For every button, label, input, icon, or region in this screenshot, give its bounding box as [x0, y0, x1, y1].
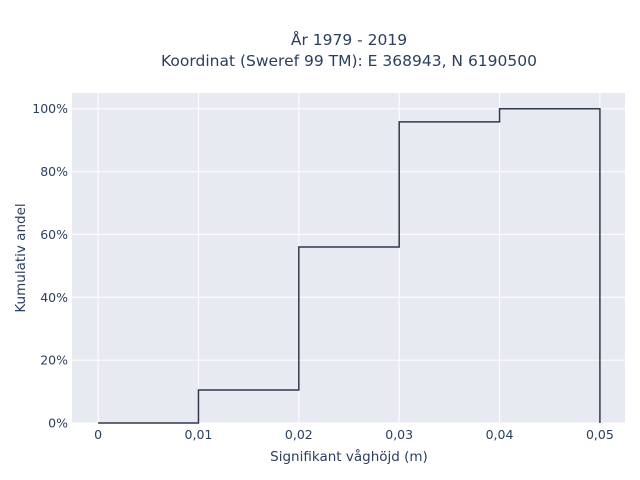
x-tick-label: 0,03: [385, 427, 413, 442]
chart-subtitle: Koordinat (Sweref 99 TM): E 368943, N 61…: [161, 52, 537, 70]
plot-area: [72, 93, 625, 423]
x-tick-label: 0: [94, 427, 102, 442]
x-tick-label: 0,04: [486, 427, 514, 442]
chart-title: År 1979 - 2019: [291, 30, 407, 49]
y-tick-label: 80%: [40, 164, 68, 179]
y-axis-ticks: 0% 20% 40% 60% 80% 100%: [32, 101, 68, 430]
y-tick-label: 40%: [40, 290, 68, 305]
series-layer: [98, 107, 601, 424]
y-tick-label: 100%: [32, 101, 68, 116]
y-tick-label: 0%: [48, 416, 68, 431]
y-tick-label: 60%: [40, 227, 68, 242]
x-axis-title: Signifikant våghöjd (m): [270, 448, 428, 465]
cumulative-step-line: [98, 107, 601, 424]
y-tick-label: 20%: [40, 353, 68, 368]
x-tick-label: 0,05: [586, 427, 614, 442]
x-tick-label: 0,02: [285, 427, 313, 442]
x-axis-ticks: 0 0,01 0,02 0,03 0,04 0,05: [94, 427, 614, 442]
y-axis-title: Kumulativ andel: [13, 203, 29, 312]
x-tick-label: 0,01: [185, 427, 213, 442]
